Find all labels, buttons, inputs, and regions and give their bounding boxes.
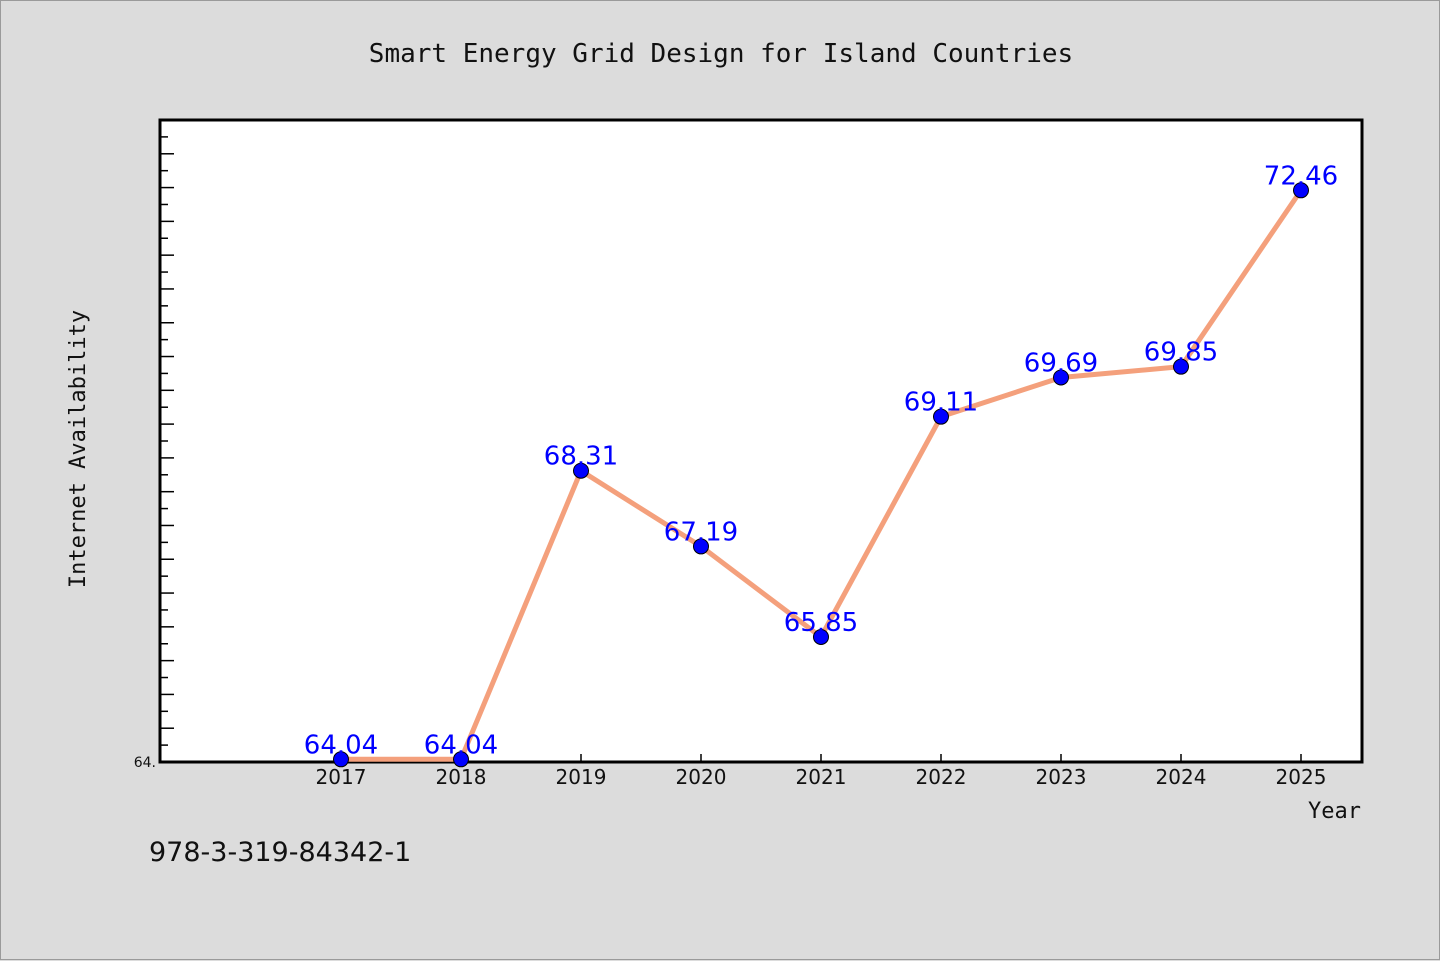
data-labels: 64.04 64.04 68.31 67.19 65.85 69.11 69.69 69.85… bbox=[304, 161, 1338, 760]
data-point-marker bbox=[333, 751, 349, 768]
x-tick-label: 2023 bbox=[1036, 765, 1087, 789]
data-label: 65.85 bbox=[784, 608, 858, 638]
data-label: 67.19 bbox=[664, 517, 738, 547]
y-axis-ticks bbox=[160, 136, 174, 746]
footer-code: 978-3-319-84342-1 bbox=[149, 837, 412, 868]
x-tick-label: 2019 bbox=[556, 765, 607, 789]
x-tick-label: 2017 bbox=[316, 765, 367, 789]
data-point-marker bbox=[573, 462, 589, 479]
data-label: 64.04 bbox=[424, 730, 498, 760]
x-tick-label: 2025 bbox=[1276, 765, 1327, 789]
data-label: 72.46 bbox=[1264, 161, 1338, 191]
y-axis-label: Internet Availability bbox=[66, 310, 91, 588]
x-axis-label: Year bbox=[1308, 799, 1361, 824]
data-label: 68.31 bbox=[544, 442, 618, 472]
series-markers bbox=[333, 182, 1309, 768]
data-label: 69.69 bbox=[1024, 348, 1098, 378]
y-axis-tick-label: 64. bbox=[134, 755, 156, 771]
data-point-marker bbox=[453, 751, 469, 768]
data-point-marker bbox=[693, 538, 709, 555]
data-point-marker bbox=[1053, 369, 1069, 386]
x-tick-label: 2020 bbox=[676, 765, 727, 789]
chart-title: Smart Energy Grid Design for Island Coun… bbox=[369, 39, 1073, 69]
x-tick-label: 2021 bbox=[796, 765, 847, 789]
x-tick-label: 2018 bbox=[436, 765, 487, 789]
data-point-marker bbox=[1293, 182, 1309, 199]
data-point-marker bbox=[813, 628, 829, 645]
x-axis-tick-labels: 2017 2018 2019 2020 2021 2022 2023 2024 2025 bbox=[316, 765, 1327, 789]
data-label: 64.04 bbox=[304, 730, 378, 760]
data-label: 69.11 bbox=[904, 388, 978, 418]
data-point-marker bbox=[1173, 358, 1189, 375]
x-tick-label: 2024 bbox=[1156, 765, 1207, 789]
data-point-marker bbox=[933, 408, 949, 425]
plot-area bbox=[158, 118, 1364, 764]
data-label: 69.85 bbox=[1144, 338, 1218, 368]
x-tick-label: 2022 bbox=[916, 765, 967, 789]
